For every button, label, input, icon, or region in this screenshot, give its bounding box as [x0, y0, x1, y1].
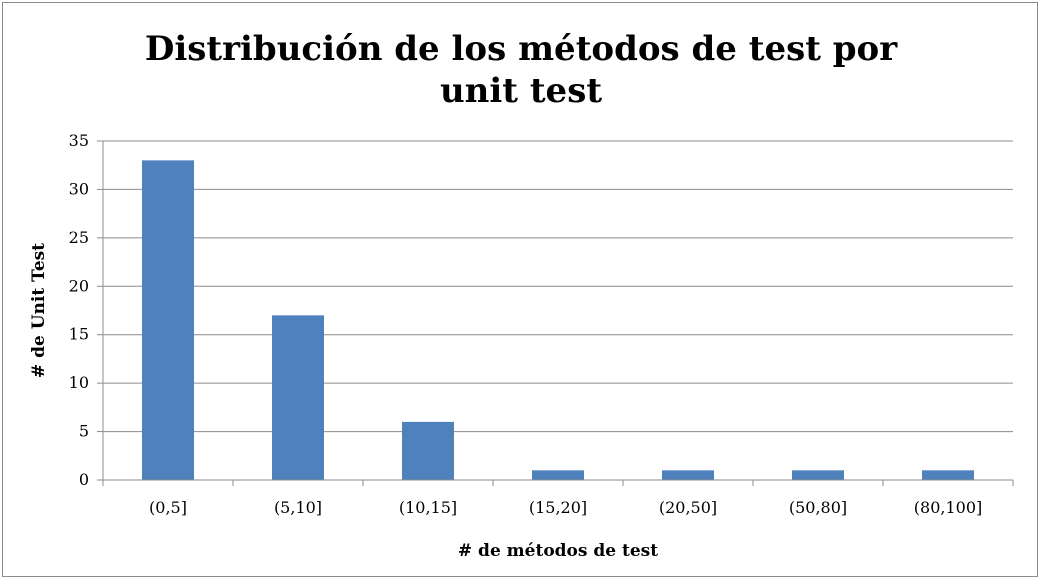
y-tick-label: 5 [79, 422, 89, 441]
x-tick-label: (15,20] [529, 498, 587, 517]
y-tick-label: 35 [69, 131, 89, 150]
x-tick-label: (80,100] [914, 498, 982, 517]
chart-title: Distribución de los métodos de test por … [0, 28, 1042, 112]
y-axis-title: # de Unit Test [29, 243, 49, 378]
bar [532, 470, 584, 480]
chart-title-line-1: Distribución de los métodos de test por [144, 29, 898, 69]
bar [142, 160, 194, 480]
x-tick-label: (50,80] [789, 498, 847, 517]
y-tick-label: 10 [69, 373, 89, 392]
chart-title-line-2: unit test [439, 71, 603, 111]
gridlines [103, 140, 1013, 433]
y-tick-label: 15 [69, 325, 89, 344]
x-axis-title: # de métodos de test [458, 541, 658, 561]
bar [402, 421, 454, 480]
axes [97, 140, 1014, 486]
y-tick-label: 20 [69, 276, 89, 295]
bars [142, 160, 974, 480]
x-tick-label: (10,15] [399, 498, 457, 517]
bar [272, 315, 324, 480]
x-tick-label: (0,5] [149, 498, 187, 517]
y-tick-label: 25 [69, 228, 89, 247]
x-tick-labels: (0,5] (5,10] (10,15] (15,20] (20,50] (50,80] (… [149, 498, 982, 517]
x-tick-label: (5,10] [274, 498, 322, 517]
bar [662, 470, 714, 480]
y-tick-label: 30 [69, 179, 89, 198]
y-tick-label: 0 [79, 470, 89, 489]
bar [792, 470, 844, 480]
bar [922, 470, 974, 480]
x-tick-label: (20,50] [659, 498, 717, 517]
y-tick-labels: 0 5 10 15 20 25 30 35 [69, 131, 89, 489]
